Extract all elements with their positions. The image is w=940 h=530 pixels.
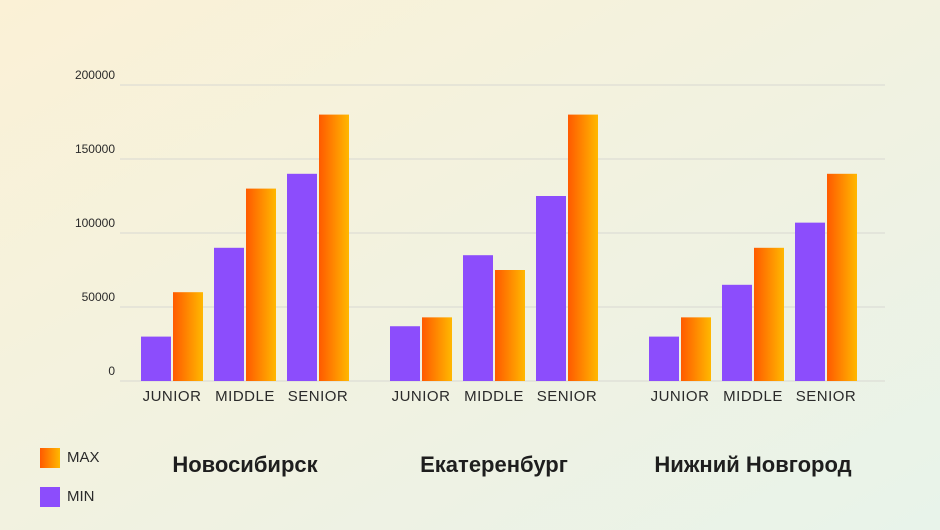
x-tick-label: JUNIOR xyxy=(392,388,451,405)
bar xyxy=(649,336,679,381)
y-tick-label: 0 xyxy=(108,364,115,378)
x-tick-label: JUNIOR xyxy=(651,388,710,405)
x-tick-label: SENIOR xyxy=(537,388,598,405)
bar xyxy=(214,247,244,381)
bar xyxy=(422,317,452,381)
group-label: Новосибирск xyxy=(172,452,318,477)
bar xyxy=(463,255,493,381)
bar xyxy=(754,247,784,381)
bar xyxy=(827,173,857,381)
bar xyxy=(246,188,276,381)
group-label: Нижний Новгород xyxy=(654,452,851,477)
x-tick-label: SENIOR xyxy=(796,388,857,405)
x-tick-label: JUNIOR xyxy=(143,388,202,405)
bar xyxy=(495,270,525,381)
legend-swatch xyxy=(40,448,60,468)
y-tick-label: 200000 xyxy=(75,68,115,82)
y-tick-label: 100000 xyxy=(75,216,115,230)
x-tick-label: MIDDLE xyxy=(464,388,524,405)
x-tick-label: MIDDLE xyxy=(215,388,275,405)
bar xyxy=(795,222,825,381)
bar xyxy=(568,114,598,381)
legend-label: MAX xyxy=(67,449,100,466)
x-tick-label: SENIOR xyxy=(288,388,349,405)
legend-swatch xyxy=(40,487,60,507)
bar xyxy=(536,196,566,381)
bar xyxy=(390,326,420,381)
bar xyxy=(722,284,752,381)
bar xyxy=(141,336,171,381)
bar xyxy=(681,317,711,381)
bar xyxy=(319,114,349,381)
bar xyxy=(287,173,317,381)
bar xyxy=(173,292,203,381)
group-label: Екатеренбург xyxy=(420,452,568,477)
y-tick-label: 150000 xyxy=(75,142,115,156)
y-tick-label: 50000 xyxy=(82,290,116,304)
legend-label: MIN xyxy=(67,488,95,505)
x-tick-label: MIDDLE xyxy=(723,388,783,405)
